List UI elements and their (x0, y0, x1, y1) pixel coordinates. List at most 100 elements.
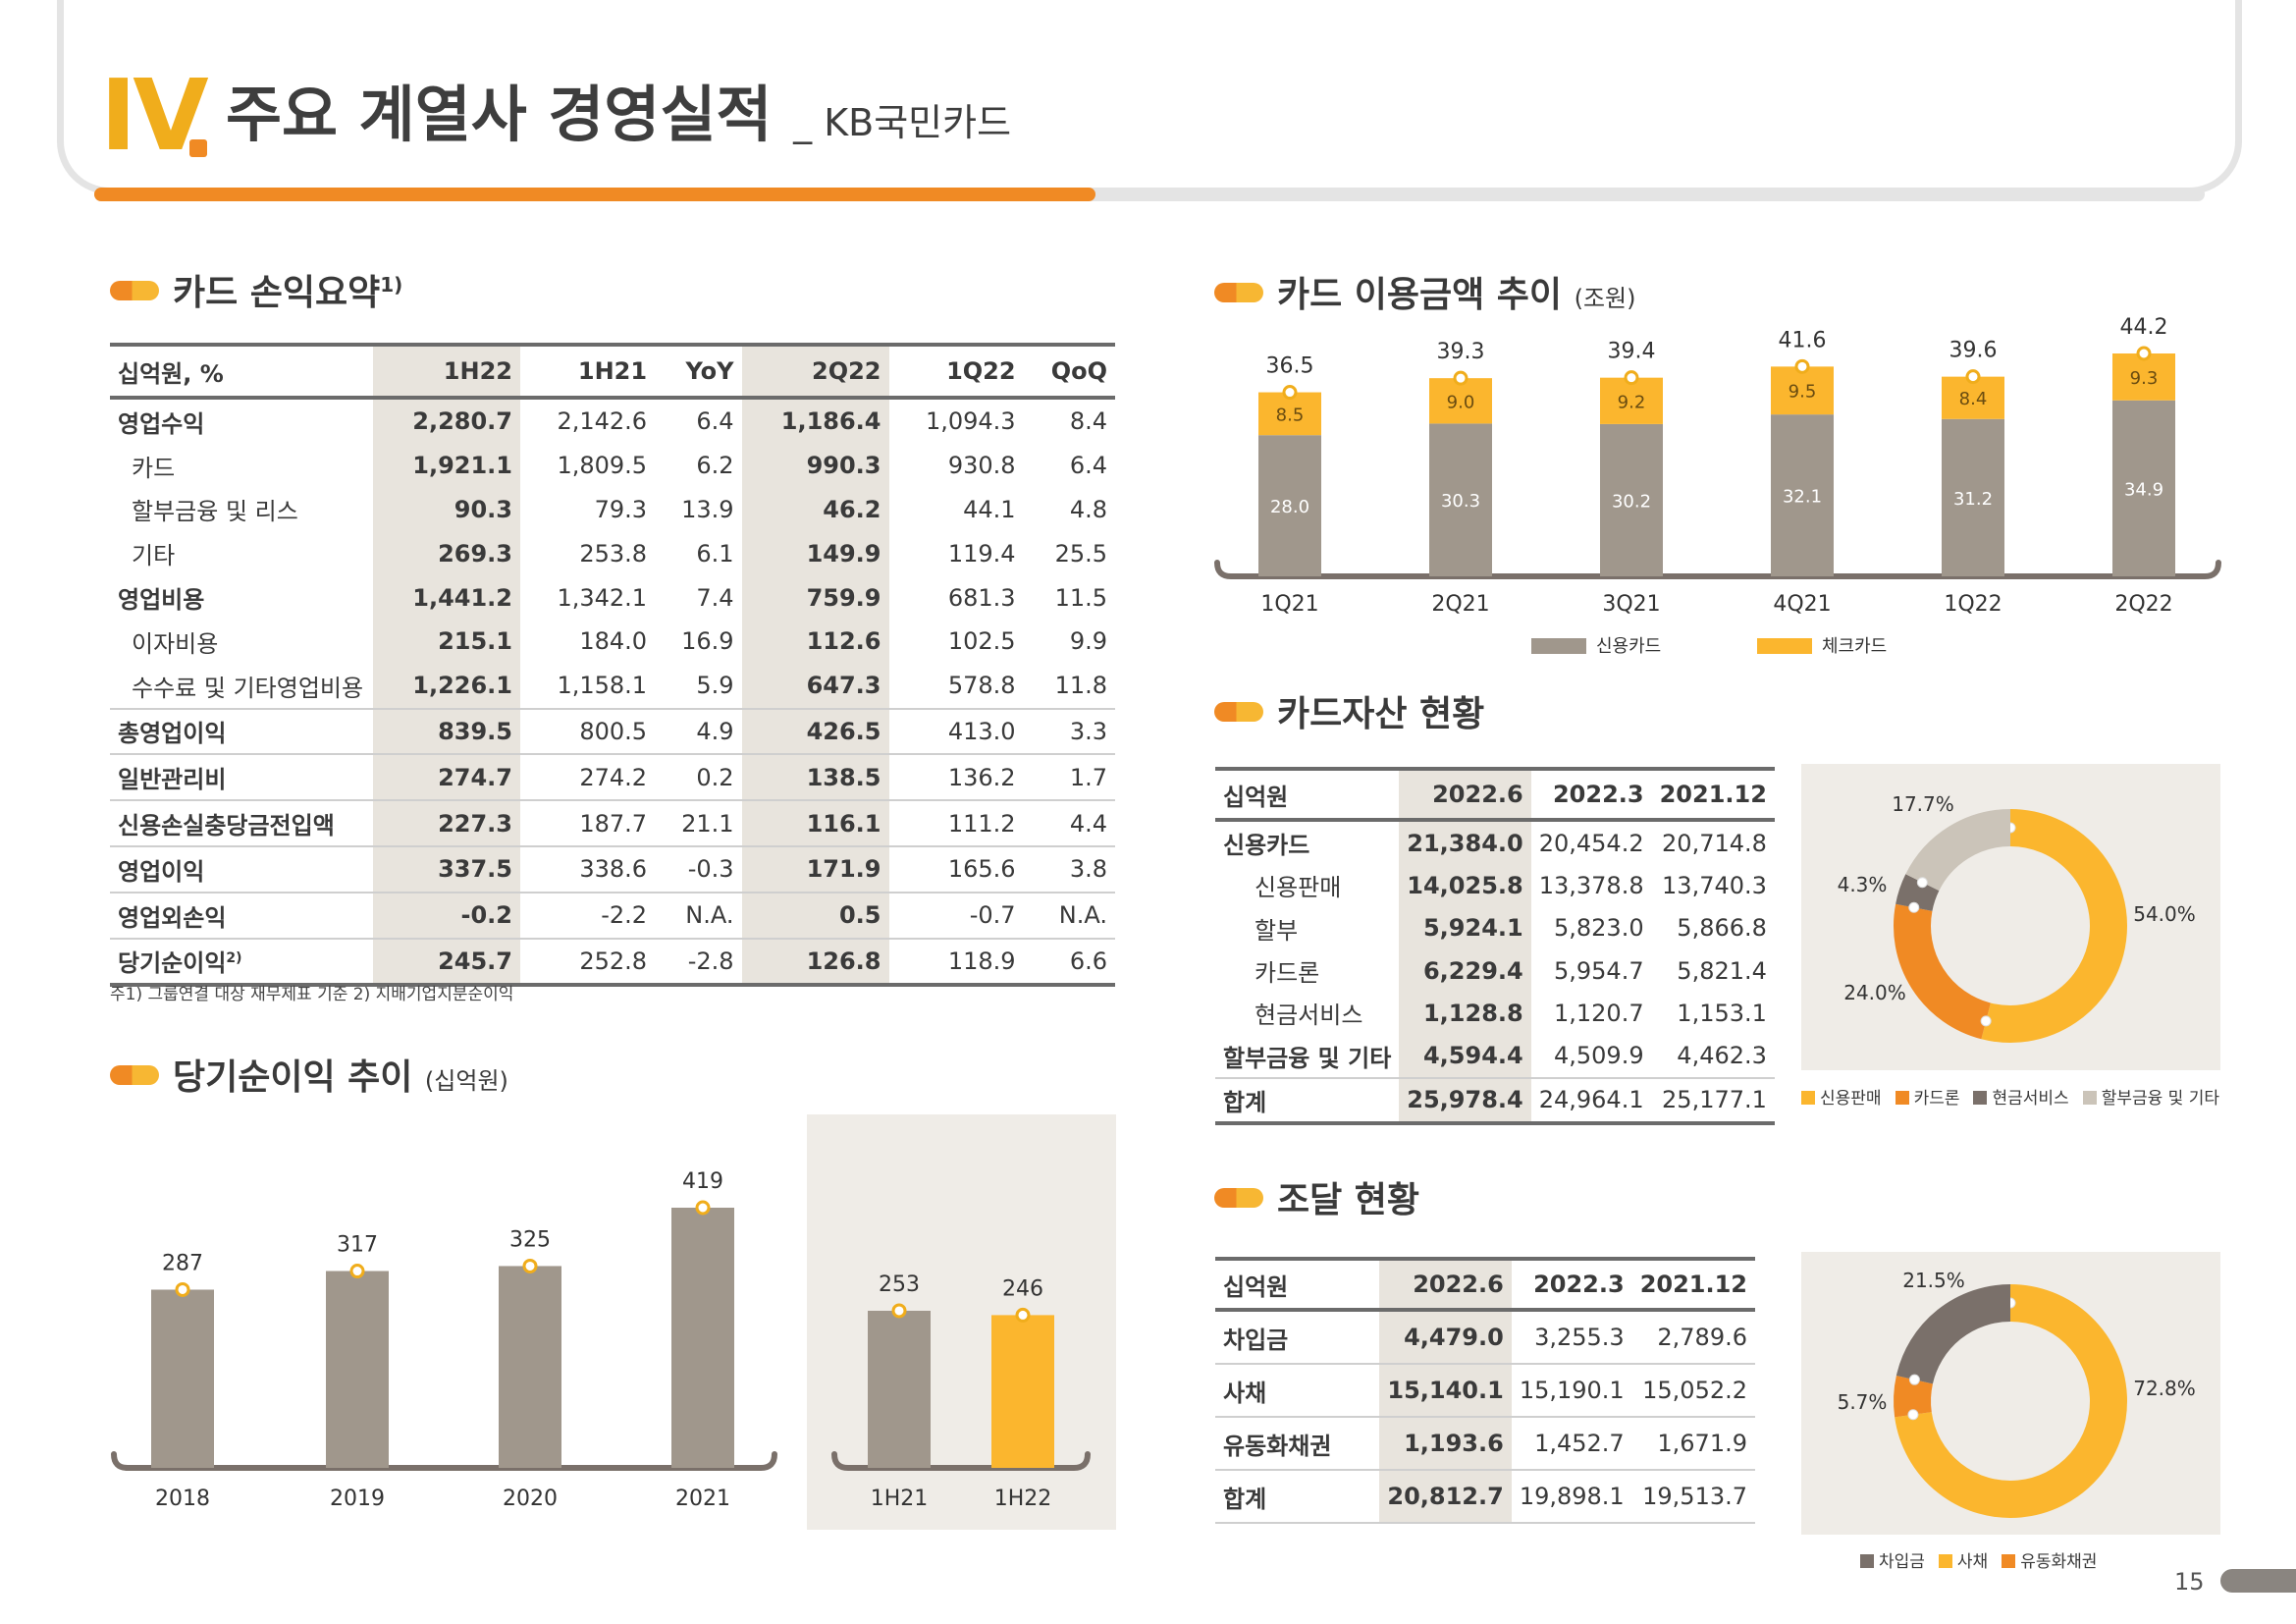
pl-row-label-text: 일반관리비 (118, 766, 227, 794)
check-value-label: 9.5 (1789, 382, 1817, 403)
assets-row-label: 합계 (1215, 1076, 1400, 1126)
donut-segment-marker (1908, 901, 1920, 913)
credit-value-label: 32.1 (1783, 487, 1822, 508)
pl-cell: 4.9 (655, 707, 742, 755)
x-tick-label: 2021 (675, 1487, 730, 1511)
pl-cell: 578.8 (947, 672, 1016, 700)
donut-value-label: 24.0% (1843, 981, 1906, 1004)
legend-item: 차입금 (1860, 1552, 1925, 1572)
bar (671, 1208, 734, 1468)
funding-cell: 1,671.9 (1631, 1417, 1755, 1471)
check-bar (1429, 378, 1492, 424)
pl-cell: -0.3 (655, 844, 742, 893)
assets-col-header: 2022.6 (1399, 767, 1531, 822)
net-income-title-text: 당기순이익 추이 (173, 1057, 413, 1098)
pl-cell: 90.3 (373, 487, 520, 532)
assets-row: 카드론 6,229.4 5,954.7 5,821.4 (1215, 948, 1775, 993)
pl-cell: 215.1 (373, 619, 520, 664)
pl-row: 총영업이익 839.5 800.5 4.9 426.5 413.0 3.3 (110, 707, 1115, 755)
funding-table: 십억원 2022.6 2022.3 2021.12 차입금 4,479.0 3,255.3… (1215, 1257, 1755, 1524)
check-value-label: 8.5 (1276, 405, 1305, 425)
funding-col-header: 십억원 (1215, 1257, 1380, 1312)
pl-row: 영업수익 2,280.7 2,142.6 6.4 1,186.4 1,094.3 8.4 (110, 398, 1115, 444)
net-income-section-title: 당기순이익 추이 (십억원) (110, 1060, 508, 1096)
pl-footnote: 주1) 그룹연결 대상 재무제표 기준 2) 지배기업지분순이익 (110, 985, 514, 1004)
pl-cell: 138.5 (741, 753, 889, 801)
legend-item: 신용판매 (1801, 1089, 1882, 1109)
funding-cell: 20,812.7 (1379, 1470, 1512, 1524)
data-point-marker (522, 1258, 538, 1273)
assets-cell: 13,378.8 (1538, 871, 1644, 899)
x-tick-label: 1H22 (994, 1487, 1052, 1511)
funding-cell: 2,789.6 (1631, 1310, 1755, 1365)
funding-col-header: 2021.12 (1631, 1257, 1755, 1312)
assets-cell: 1,128.8 (1399, 992, 1531, 1035)
pl-cell: 116.1 (741, 799, 889, 846)
usage-chart: 28.0 8.5 36.5 1Q21 30.3 9.0 39.3 2Q21 30.2 9.2 39.… (1214, 315, 2221, 657)
assets-row-label: 신용판매 (1215, 864, 1399, 906)
pl-cell: -0.7 (888, 891, 1024, 939)
donut-value-label: 21.5% (1902, 1269, 1965, 1292)
x-tick-label: 2020 (503, 1487, 558, 1511)
bullet-icon (1214, 283, 1263, 302)
legend-swatch (1895, 1091, 1909, 1105)
assets-row-label: 할부금융 및 기타 (1215, 1034, 1399, 1077)
pl-row-label: 영업수익 (110, 398, 373, 444)
x-tick-label: 3Q21 (1602, 592, 1660, 617)
donut-value-label: 17.7% (1892, 792, 1954, 816)
pl-row-label-text: 신용손실충당금전입액 (118, 812, 335, 840)
usage-section-title: 카드 이용금액 추이 (조원) (1214, 278, 1635, 313)
credit-bar (2112, 400, 2175, 576)
pl-row: 이자비용 215.1 184.0 16.9 112.6 102.5 9.9 (110, 619, 1115, 664)
page-number: 15 (2174, 1568, 2205, 1596)
donut-segment-marker (1908, 1374, 1920, 1385)
funding-row: 합계 20,812.7 19,898.1 19,513.7 (1215, 1470, 1755, 1524)
funding-cell: 19,898.1 (1511, 1470, 1632, 1524)
assets-row-label-text: 합계 (1223, 1088, 1267, 1116)
donut-segment (1896, 1284, 2011, 1384)
legend-swatch-credit (1531, 638, 1586, 654)
pl-title-footnote: 1) (380, 273, 403, 297)
pl-row: 영업외손익 -0.2 -2.2 N.A. 0.5 -0.7 N.A. (110, 891, 1115, 939)
pl-row: 할부금융 및 리스 90.3 79.3 13.9 46.2 44.1 4.8 (110, 487, 1115, 532)
pl-row-label: 당기순이익2) (110, 937, 373, 988)
pl-row-label: 카드 (110, 444, 373, 488)
data-point-marker (2136, 346, 2152, 361)
bar-value-label: 287 (162, 1251, 203, 1275)
pl-title-text: 카드 손익요약 (173, 273, 381, 313)
assets-cell: 4,462.3 (1677, 1042, 1767, 1070)
pl-cell: 1,186.4 (741, 398, 889, 444)
pl-cell: 8.4 (1069, 407, 1107, 436)
funding-row: 유동화채권 1,193.6 1,452.7 1,671.9 (1215, 1417, 1755, 1471)
pl-col-header: 2Q22 (741, 343, 889, 400)
pl-cell: 6.4 (696, 407, 734, 436)
data-point-marker (1794, 358, 1810, 374)
assets-cell: 5,954.7 (1553, 956, 1644, 985)
pl-row: 영업비용 1,441.2 1,342.1 7.4 759.9 681.3 11.5 (110, 575, 1115, 620)
pl-cell: 9.9 (1069, 627, 1107, 656)
legend-item: 사채 (1938, 1552, 1988, 1572)
pl-cell: 1,094.3 (925, 407, 1016, 436)
assets-cell: 20,714.8 (1662, 829, 1767, 857)
data-point-marker (1453, 370, 1468, 386)
credit-value-label: 30.2 (1612, 491, 1651, 512)
check-value-label: 9.0 (1447, 392, 1475, 412)
pl-cell: 111.2 (888, 799, 1024, 846)
pl-cell: N.A. (1023, 891, 1115, 939)
assets-cell: 1,120.7 (1553, 999, 1644, 1027)
pl-row-label-text: 영업비용 (118, 586, 205, 615)
bar-value-label: 317 (337, 1233, 378, 1258)
credit-bar (1258, 435, 1321, 576)
credit-bar (1600, 423, 1663, 576)
pl-cell: 184.0 (579, 627, 648, 656)
check-value-label: 9.3 (2130, 368, 2159, 389)
assets-header-row: 십억원 2022.6 2022.3 2021.12 (1215, 767, 1775, 822)
pl-cell: 647.3 (741, 663, 889, 709)
pl-cell: 1,921.1 (373, 443, 520, 488)
donut-segment (1905, 809, 2011, 892)
credit-value-label: 30.3 (1441, 491, 1480, 512)
usage-title-text: 카드 이용금액 추이 (1277, 275, 1563, 315)
bullet-icon (110, 1065, 159, 1085)
total-value-label: 39.6 (1949, 339, 1998, 363)
assets-cell: 20,454.2 (1538, 829, 1644, 857)
